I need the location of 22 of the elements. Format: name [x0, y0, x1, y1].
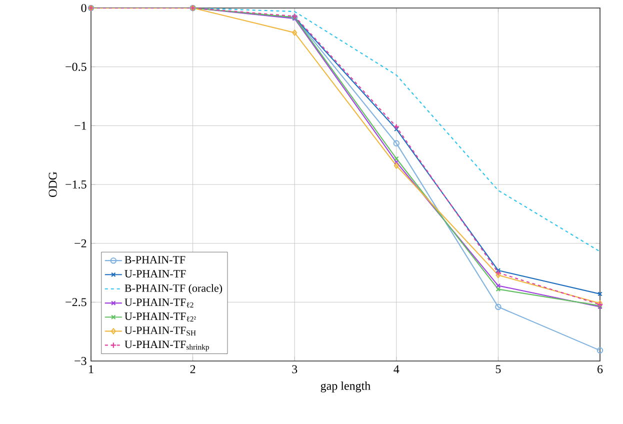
x-tick-label: 5	[496, 365, 501, 374]
x-tick-label: 6	[598, 365, 603, 374]
y-tick-label: 0	[81, 4, 86, 12]
x-tick-label: 3	[292, 365, 298, 374]
y-axis-title: ODG	[48, 172, 57, 197]
y-tick-label: −0.5	[66, 62, 86, 71]
legend-label: U-PHAIN-TF$_{shrinkp}$	[124, 340, 209, 352]
y-tick-label: −2	[74, 239, 86, 248]
x-axis-title: gap length	[320, 381, 370, 392]
legend-label: U-PHAIN-TF	[124, 270, 186, 278]
y-tick-label: −1.5	[66, 180, 86, 189]
x-tick-label: 2	[190, 365, 196, 374]
legend-label: B-PHAIN-TF (oracle)	[124, 284, 222, 294]
y-tick-label: −2.5	[66, 298, 86, 306]
legend-label: U-PHAIN-TF$_{ℓ2}$	[124, 298, 194, 308]
y-tick-label: −3	[74, 356, 86, 366]
legend-label: U-PHAIN-TF$_{SH}$	[124, 326, 196, 336]
legend-label: B-PHAIN-TF	[124, 256, 186, 264]
x-tick-label: 1	[89, 365, 94, 374]
x-tick-label: 4	[394, 365, 400, 374]
y-tick-label: −1	[74, 122, 86, 130]
legend-label: U-PHAIN-TF$_{ℓ2²}$	[124, 312, 196, 322]
